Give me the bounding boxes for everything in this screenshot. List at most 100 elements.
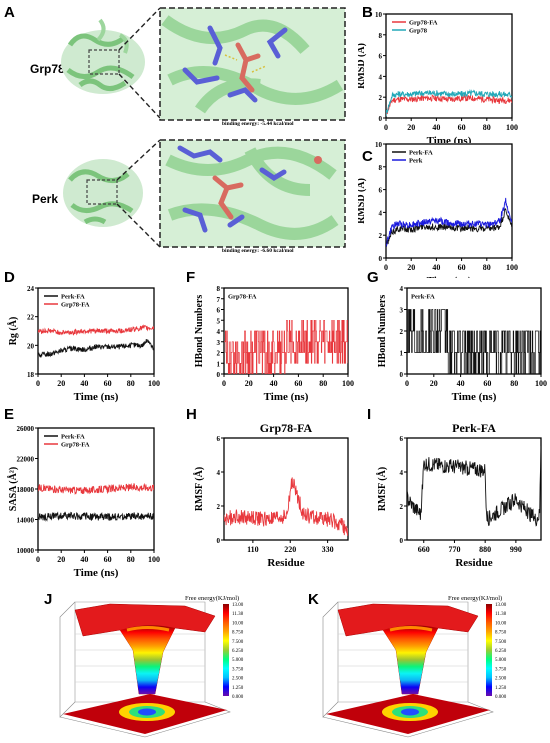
chart-title: Grp78-FA — [260, 421, 313, 435]
fel-colorbar — [486, 604, 492, 696]
series-line — [38, 338, 154, 358]
y-tick-label: 6 — [217, 435, 221, 443]
fel-colorbar-tick: 1.250 — [495, 686, 507, 691]
y-tick-label: 0 — [217, 537, 221, 545]
fel-colorbar-tick: 8.750 — [495, 631, 507, 636]
y-tick-label: 5 — [217, 317, 221, 325]
x-axis-label: Time (ns) — [264, 391, 309, 403]
x-axis-label: Time (ns) — [74, 567, 119, 579]
series-line — [386, 93, 512, 115]
y-tick-label: 0 — [400, 371, 404, 379]
fel-colorbar-tick: 8.750 — [232, 631, 244, 636]
plot-frame — [385, 143, 513, 259]
y-axis-label: RMSF (Å) — [193, 467, 205, 511]
perk-overview-structure — [63, 159, 143, 227]
chart-b-rmsd-grp78: 0 20 40 60 80 100 0 2 4 6 8 10 Time (ns) RMSD (Å) Grp7… — [358, 11, 518, 143]
y-tick-label: 10 — [375, 141, 383, 149]
series-line — [38, 324, 154, 336]
x-axis-label: Time (ns) — [74, 391, 119, 403]
y-tick-label: 18 — [27, 371, 35, 379]
y-axis-label: SASA (Å²) — [7, 467, 19, 511]
fel-floor-contour — [138, 708, 156, 716]
fel-colorbar-title: Free energy(KJ/mol) — [185, 595, 239, 602]
chart-j-free-energy-landscape: Free energy(KJ/mol)13.00 11.38 10.00 8.750 7… — [59, 595, 244, 738]
y-axis-label: HBond Numbers — [377, 295, 388, 368]
series-line — [224, 319, 348, 374]
fel-funnel-rim — [389, 626, 433, 632]
y-axis-label: RMSF (Å) — [376, 467, 388, 511]
x-tick-label: 0 — [384, 123, 388, 132]
series-line — [386, 197, 512, 247]
y-tick-label: 4 — [379, 73, 383, 81]
chart-title: Perk-FA — [452, 421, 496, 435]
x-tick-label: 330 — [322, 545, 334, 554]
fel-colorbar-tick: 10.00 — [232, 621, 244, 626]
y-tick-label: 1 — [217, 360, 221, 368]
y-axis-label: RMSD (Å) — [358, 43, 367, 89]
x-tick-label: 40 — [80, 379, 88, 388]
x-tick-label: 0 — [222, 379, 226, 388]
series-line — [407, 445, 541, 527]
fel-funnel — [383, 625, 438, 694]
fel-colorbar — [223, 604, 229, 696]
y-tick-label: 6 — [400, 435, 404, 443]
y-tick-label: 2 — [400, 503, 404, 511]
chart-d-rg: 0 20 40 60 80 100 18 20 22 24 Time (ns) Rg (Å) Perk-… — [7, 285, 160, 403]
legend-label: Grp78 — [409, 28, 428, 35]
x-tick-label: 20 — [57, 379, 65, 388]
perk-binding-site-zoom: binding energy: -6.60 kcal/mol — [159, 139, 346, 254]
x-tick-label: 60 — [483, 379, 491, 388]
fel-colorbar-tick: 5.000 — [495, 658, 507, 663]
panel-a: Grp78 Perk binding energy: -5.44 kcal/mo… — [0, 0, 360, 255]
perk-binding-energy: binding energy: -6.60 kcal/mol — [222, 248, 294, 254]
y-axis-label: HBond Numbers — [194, 295, 205, 368]
legend-label: Perk-FA — [411, 294, 435, 301]
fel-axis-frame — [322, 601, 494, 738]
legend-label: Perk — [409, 158, 423, 165]
x-tick-label: 110 — [247, 545, 259, 554]
y-tick-label: 2 — [379, 232, 383, 240]
x-tick-label: 220 — [284, 545, 296, 554]
fel-colorbar-tick: 10.00 — [495, 621, 507, 626]
y-tick-label: 2 — [217, 503, 221, 511]
y-tick-label: 22 — [27, 314, 35, 322]
y-tick-label: 4 — [217, 328, 221, 336]
y-tick-label: 3 — [400, 307, 404, 315]
fel-colorbar-tick: 3.750 — [495, 667, 507, 672]
y-tick-label: 24 — [27, 285, 35, 293]
x-tick-label: 80 — [319, 379, 327, 388]
y-tick-label: 14000 — [17, 517, 35, 525]
x-tick-label: 40 — [457, 379, 465, 388]
y-axis-label: Rg (Å) — [7, 317, 19, 346]
x-tick-label: 0 — [384, 263, 388, 272]
y-tick-label: 6 — [217, 307, 221, 315]
chart-h-rmsf-grp78: Grp78-FA 110 220 330 0 2 4 6 Residue RMSF (Å) — [193, 421, 349, 569]
x-tick-label: 80 — [127, 379, 135, 388]
series-line — [386, 88, 512, 117]
x-tick-label: 0 — [36, 555, 40, 564]
x-tick-label: 80 — [510, 379, 518, 388]
y-tick-label: 8 — [379, 32, 383, 40]
y-tick-label: 4 — [217, 469, 221, 477]
fel-colorbar-tick: 13.00 — [232, 603, 244, 608]
y-tick-label: 26000 — [17, 425, 35, 433]
x-tick-label: 40 — [432, 263, 440, 272]
fel-colorbar-tick: 1.250 — [232, 686, 244, 691]
chart-e-sasa: 0 20 40 60 80 100 10000 14000 18000 22000 26000 Tim… — [7, 425, 160, 579]
fel-funnel-rim — [126, 626, 170, 632]
fel-colorbar-tick: 7.500 — [232, 640, 244, 645]
fel-colorbar-tick: 2.500 — [232, 677, 244, 682]
x-tick-label: 60 — [104, 555, 112, 564]
svg-text:J: J — [44, 591, 52, 608]
protein-a-label: Grp78 — [30, 62, 65, 76]
x-tick-label: 80 — [483, 263, 491, 272]
y-axis-label: RMSD (Å) — [358, 178, 367, 224]
x-tick-label: 990 — [510, 545, 522, 554]
grp78-overview-structure — [61, 18, 145, 94]
fel-colorbar-tick: 3.750 — [232, 667, 244, 672]
fel-colorbar-tick: 6.250 — [495, 649, 507, 654]
x-tick-label: 20 — [407, 123, 415, 132]
y-tick-label: 20 — [27, 342, 35, 350]
grp78-binding-energy: binding energy: -5.44 kcal/mol — [222, 121, 294, 127]
fel-colorbar-tick: 11.38 — [495, 612, 507, 617]
